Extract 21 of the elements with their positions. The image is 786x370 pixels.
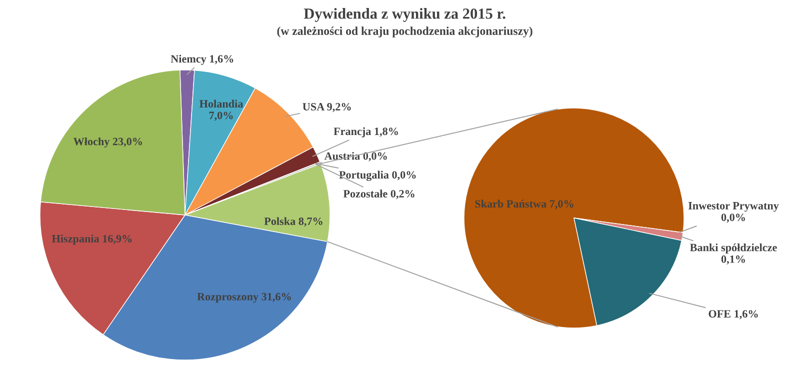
slice-label: Rozproszony 31,6% — [197, 292, 291, 303]
category-label: Portugalia 0,0% — [339, 170, 416, 181]
slice-label: Pozostałe 0,2% — [343, 190, 414, 200]
text: 0,0% — [721, 214, 745, 223]
slice-label: Francja 1,8% — [334, 127, 398, 138]
chart-subtitle: (w zależności od kraju pochodzenia akcjonariuszy) — [277, 26, 532, 38]
slice-label: Skarb Państwa 7,0% — [475, 200, 574, 210]
category-label: Inwestor Prywatny — [688, 202, 779, 212]
slice-label: USA 9,2% — [302, 102, 351, 112]
slice-label: Hiszpania 16,9% — [52, 234, 132, 245]
slice-label: Włochy 23,0% — [73, 137, 142, 148]
data-label: 0,1% — [721, 255, 745, 265]
slice-label: Banki spółdzielcze — [690, 243, 777, 254]
slice-label: OFE 1,6% — [708, 310, 758, 320]
data-label: 7,0% — [209, 112, 233, 121]
pie-slice — [464, 108, 684, 328]
slice-label: Niemcy 1,6% — [170, 54, 234, 65]
slice-label: Holandia — [200, 100, 244, 108]
legend-label: Austria 0,0% — [324, 152, 387, 162]
chart-title: Dywidenda z wyniku za 2015 r. — [304, 8, 506, 22]
slice-label: Polska 8,7% — [264, 217, 322, 227]
